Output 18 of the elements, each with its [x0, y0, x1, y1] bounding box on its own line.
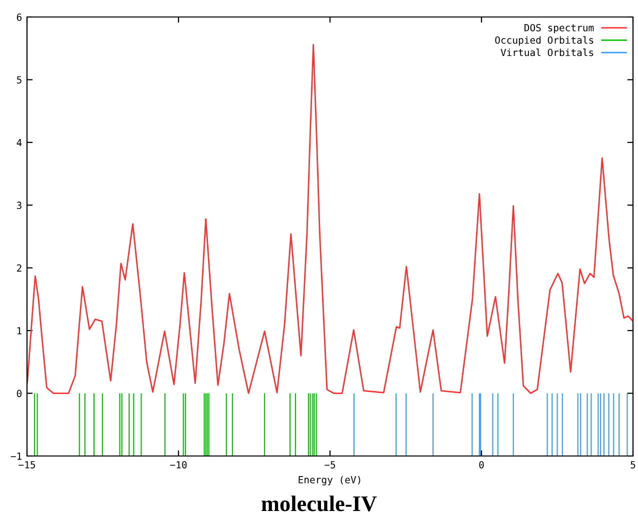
y-tick-label: 0: [16, 390, 22, 398]
y-tick-label: 2: [17, 264, 22, 272]
x-tick-label: 0: [479, 461, 484, 468]
y-tick-label: 6: [16, 14, 22, 21]
y-tick-label: 5: [16, 76, 22, 84]
y-tick-label: 4: [16, 139, 22, 146]
text: molecule-IV: [262, 496, 377, 512]
x-tick-label: −5: [324, 461, 336, 468]
legend-label: Virtual Orbitals: [500, 48, 594, 56]
y-tick-label: −1: [10, 452, 22, 460]
legend-label: Occupied Orbitals: [495, 36, 594, 46]
x-tick-label: 5: [630, 461, 636, 468]
y-tick-label: 1: [17, 327, 22, 334]
x-tick-label: −10: [170, 461, 187, 468]
legend-label: DOS spectrum: [524, 24, 594, 34]
y-tick-label: 3: [16, 202, 22, 209]
x-tick-label: −15: [18, 461, 35, 468]
x-axis-title: Energy (eV): [298, 476, 360, 486]
